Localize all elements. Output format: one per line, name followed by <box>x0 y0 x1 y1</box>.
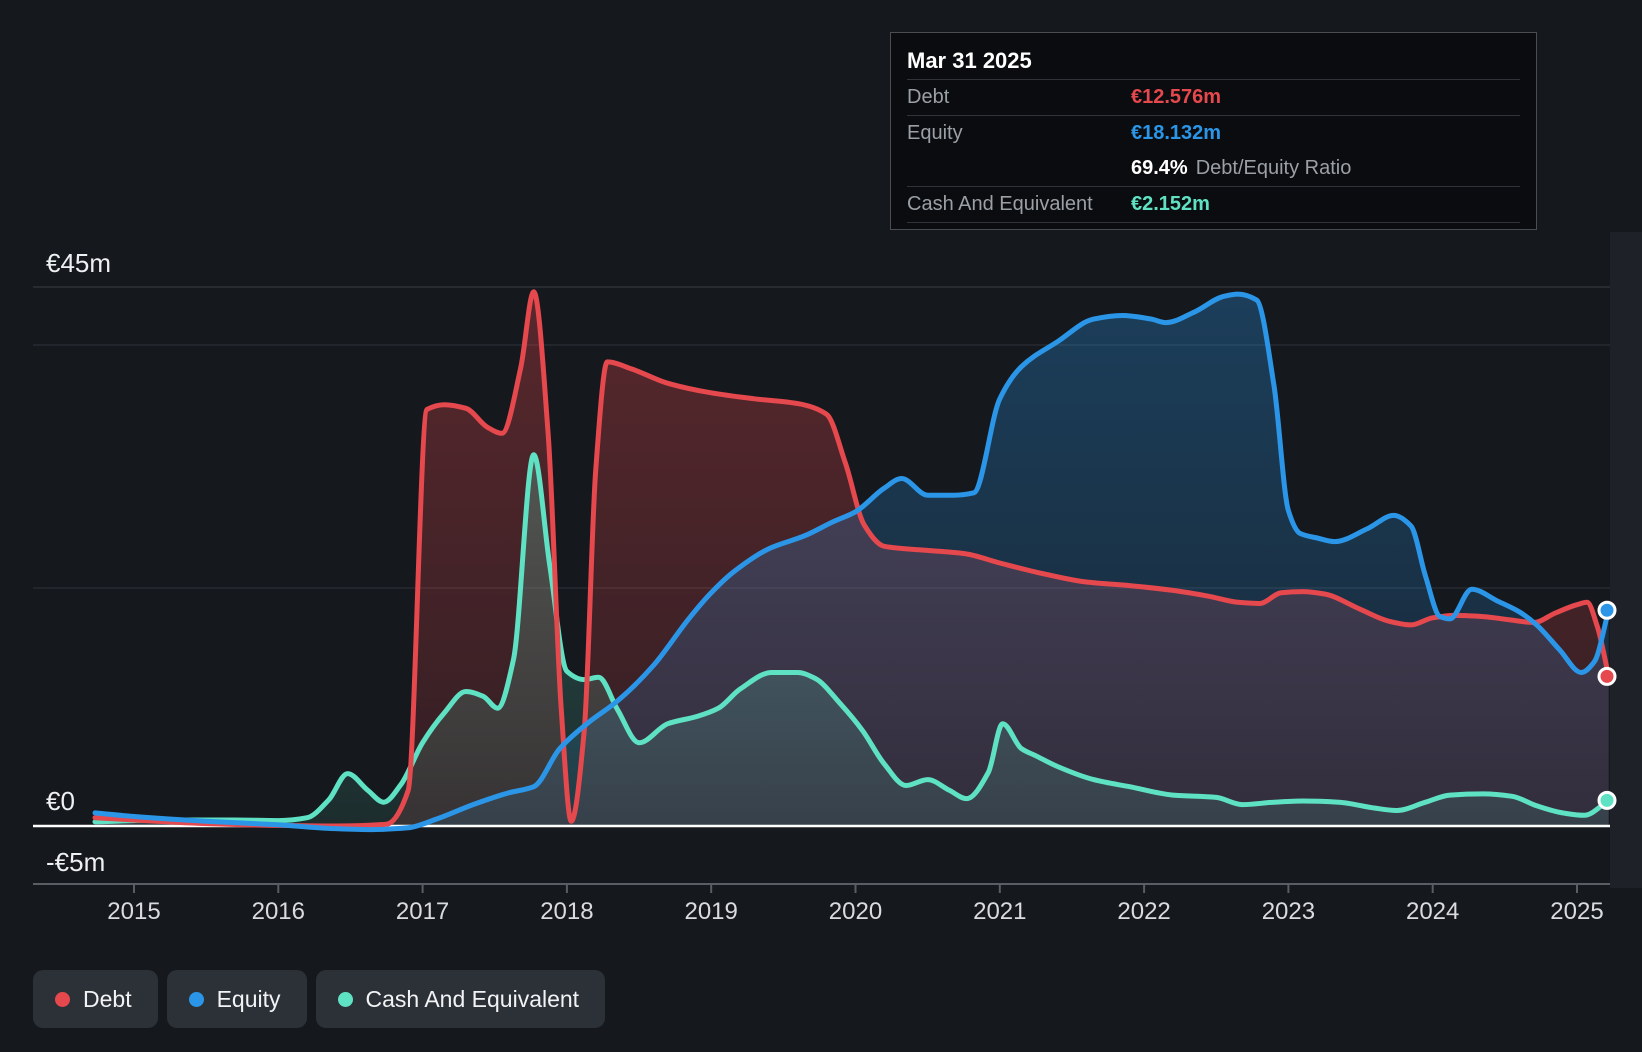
tooltip-row-ratio: 69.4% Debt/Equity Ratio <box>907 151 1520 187</box>
tooltip-date: Mar 31 2025 <box>907 43 1520 80</box>
tooltip-row-debt: Debt €12.576m <box>907 80 1520 116</box>
legend-debt-label: Debt <box>83 985 132 1012</box>
tooltip-row-equity: Equity €18.132m <box>907 116 1520 151</box>
cash-dot-icon <box>337 991 353 1007</box>
tooltip-cash-label: Cash And Equivalent <box>907 193 1093 215</box>
x-axis-label-2023: 2023 <box>1261 898 1316 925</box>
debt-end-marker[interactable] <box>1597 666 1617 686</box>
ratio-label: Debt/Equity Ratio <box>1195 157 1352 179</box>
ratio-value: 69.4% <box>1131 157 1188 179</box>
y-axis-label-neg5m: -€5m <box>46 847 106 877</box>
legend-cash-label: Cash And Equivalent <box>365 985 580 1012</box>
equity-area <box>95 294 1609 830</box>
x-axis-label-2019: 2019 <box>684 898 738 925</box>
legend: Debt Equity Cash And Equivalent <box>33 970 606 1028</box>
tooltip-debt-value: €12.576m <box>1131 86 1222 108</box>
y-axis-label-45m: €45m <box>46 248 112 278</box>
legend-toggle-equity[interactable]: Equity <box>166 970 307 1028</box>
debt-line <box>92 289 1612 829</box>
equity-dot-icon <box>188 991 204 1007</box>
x-axis-label-2018: 2018 <box>540 898 594 925</box>
legend-toggle-cash[interactable]: Cash And Equivalent <box>315 970 606 1028</box>
x-axis-label-2025: 2025 <box>1550 898 1604 925</box>
tooltip: Mar 31 2025 Debt €12.576m Equity €18.132… <box>890 32 1537 230</box>
tooltip-equity-label: Equity <box>907 122 963 144</box>
cash-and-equivalent-area <box>95 454 1609 826</box>
legend-toggle-debt[interactable]: Debt <box>33 970 158 1028</box>
debt-dot-icon <box>55 991 70 1007</box>
x-axis-label-2015: 2015 <box>107 898 161 925</box>
cash-and-equivalent-end-marker[interactable] <box>1597 790 1617 810</box>
y-axis-label-0: €0 <box>46 786 75 816</box>
x-axis-year-labels: 2015 2016 2017 2018 2019 2020 2021 2022 2023 2024… <box>0 898 1642 930</box>
legend-equity-label: Equity <box>216 985 281 1012</box>
x-axis-label-2020: 2020 <box>828 898 883 925</box>
tooltip-equity-value: €18.132m <box>1131 122 1222 144</box>
x-axis-label-2024: 2024 <box>1405 898 1460 925</box>
debt-equity-ratio: 69.4% Debt/Equity Ratio <box>1131 157 1351 180</box>
tooltip-row-cash: Cash And Equivalent €2.152m <box>907 187 1520 223</box>
x-axis-label-2016: 2016 <box>251 898 305 925</box>
equity-line <box>92 291 1612 833</box>
tooltip-debt-label: Debt <box>907 86 950 108</box>
cash-and-equivalent-line <box>92 452 1612 825</box>
x-axis-label-2017: 2017 <box>395 898 450 925</box>
tooltip-cash-value: €2.152m <box>1131 193 1210 215</box>
equity-end-marker[interactable] <box>1597 600 1617 620</box>
x-axis-label-2021: 2021 <box>973 898 1027 925</box>
plot-right-margin <box>1610 232 1642 888</box>
x-axis-label-2022: 2022 <box>1117 898 1171 925</box>
